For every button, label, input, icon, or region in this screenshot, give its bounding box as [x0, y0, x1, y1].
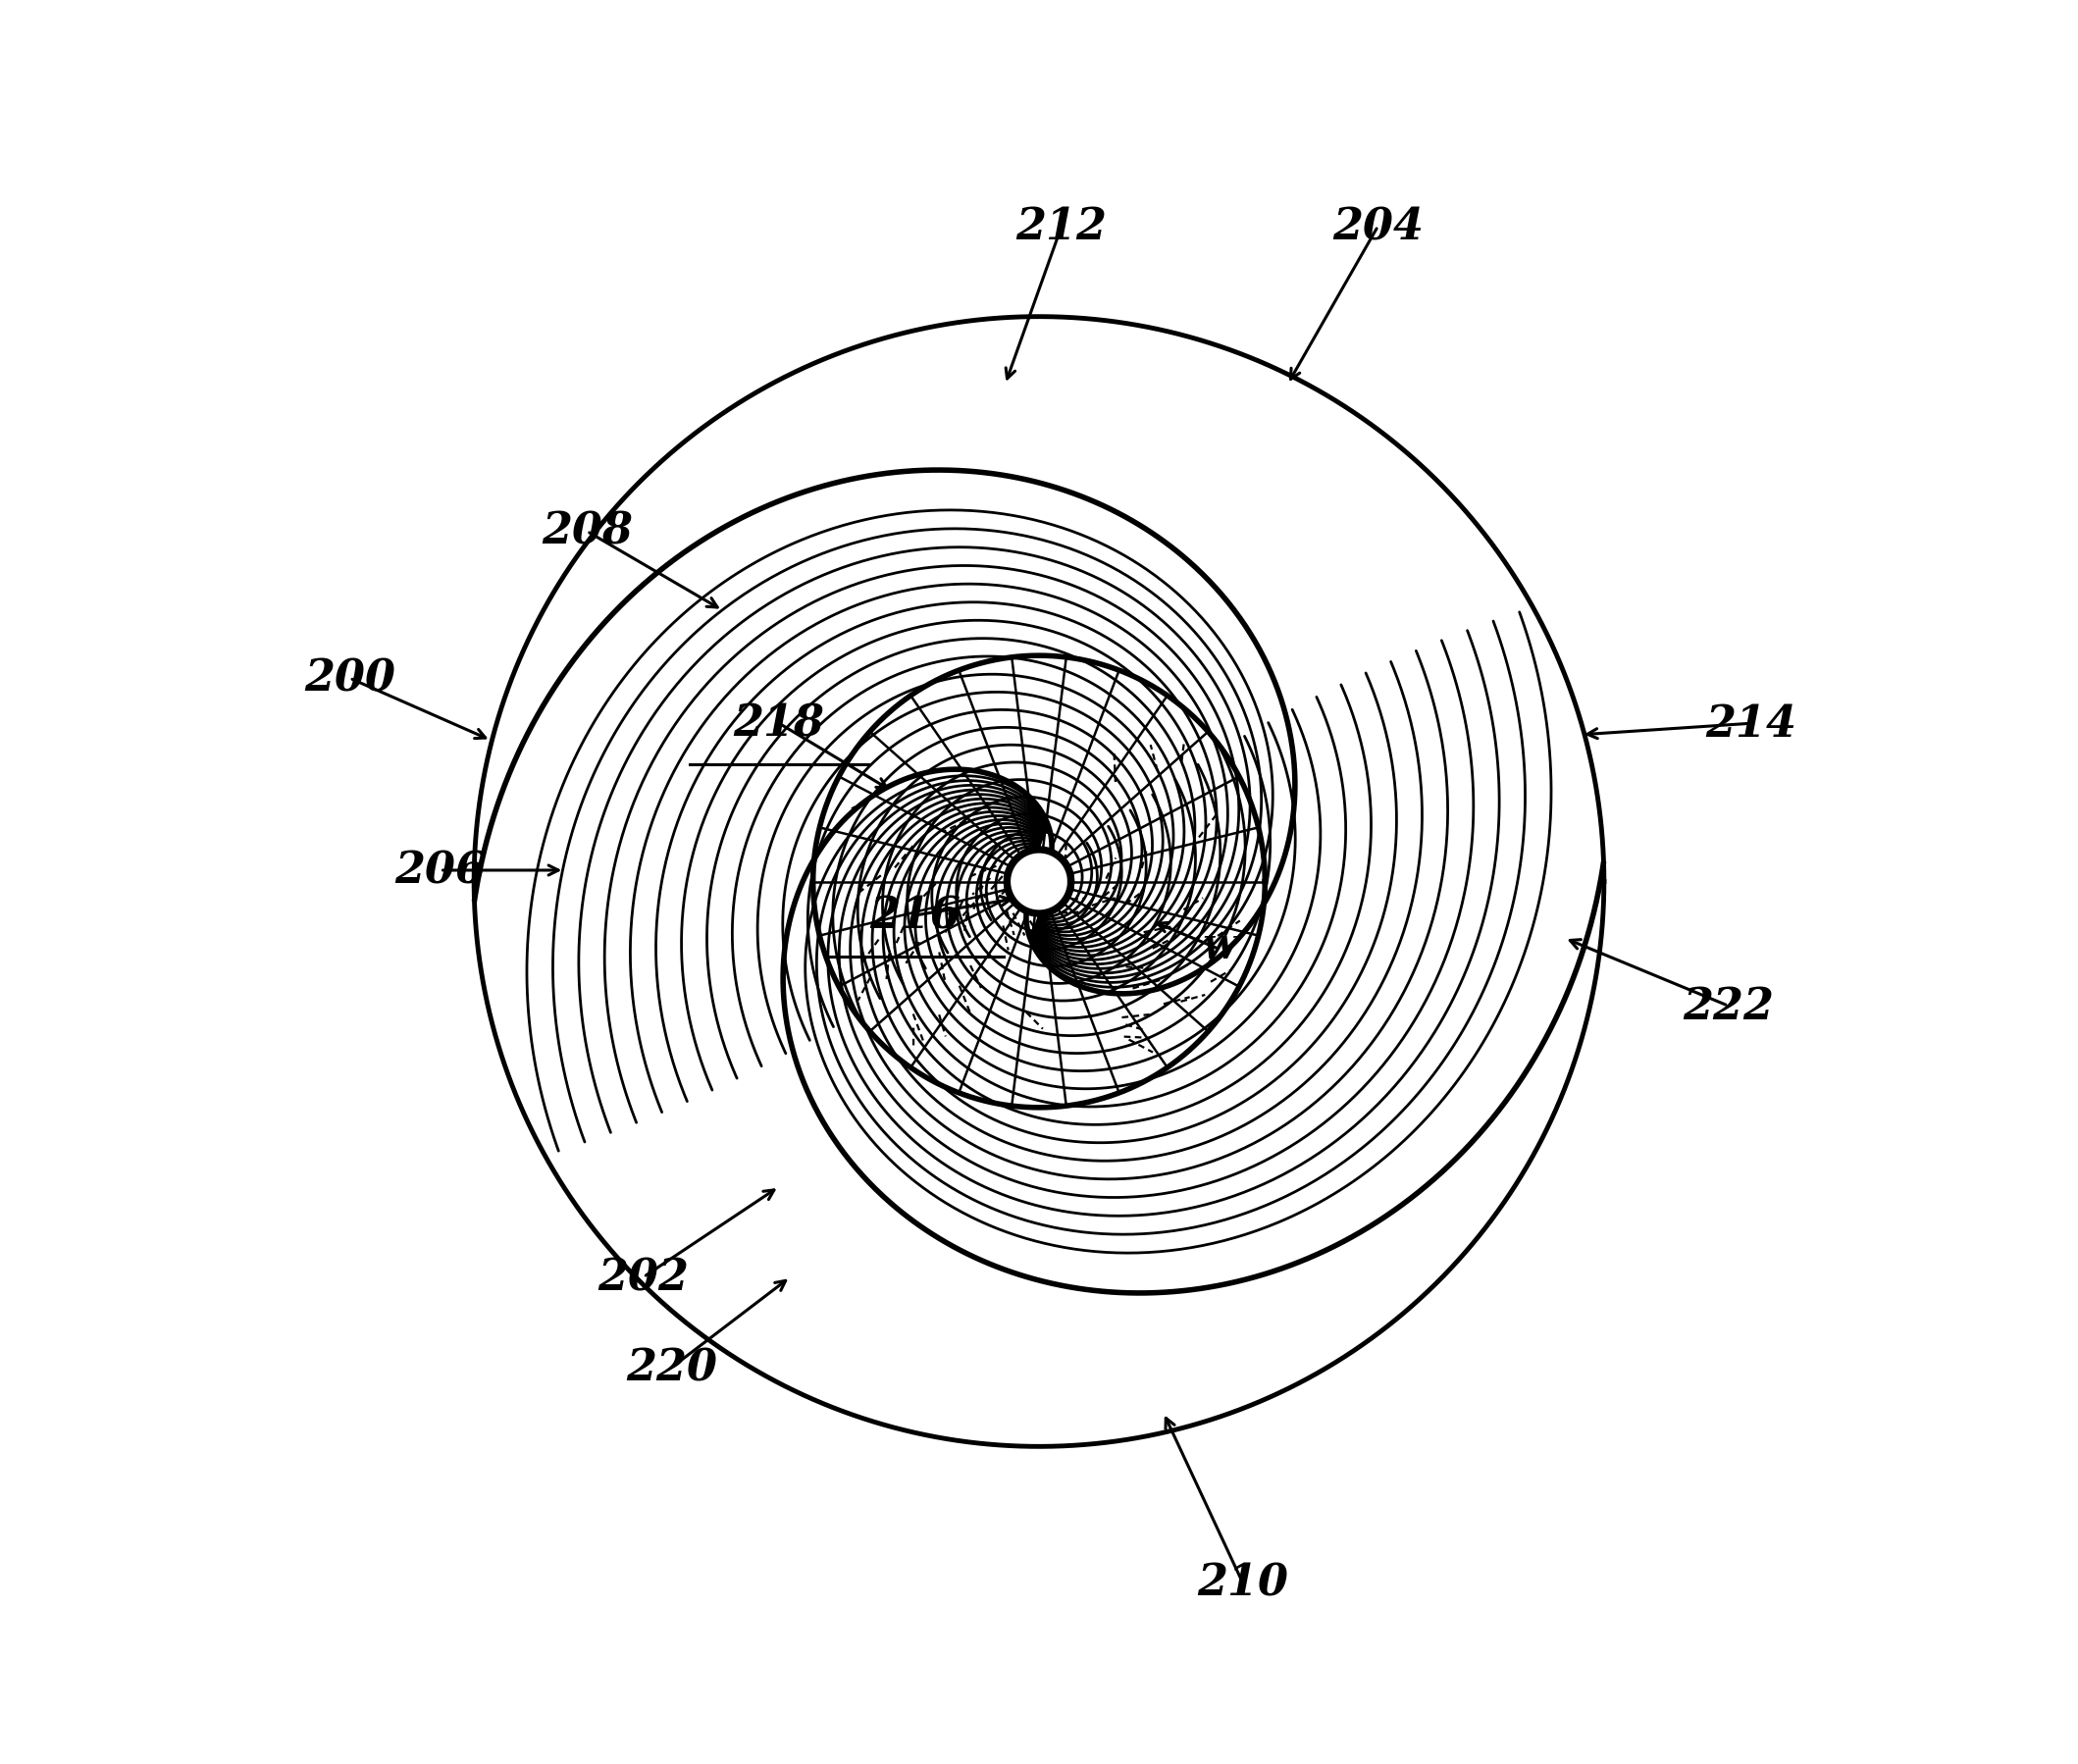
Text: 204: 204 — [1332, 206, 1423, 249]
Text: 222: 222 — [1683, 984, 1775, 1027]
Text: 214: 214 — [1706, 702, 1797, 744]
Text: W: W — [1203, 935, 1238, 965]
Text: 212: 212 — [1016, 206, 1108, 249]
Text: 200: 200 — [303, 658, 395, 700]
Polygon shape — [1008, 850, 1070, 914]
Text: 202: 202 — [598, 1256, 690, 1298]
Text: 210: 210 — [1197, 1561, 1288, 1603]
Text: 208: 208 — [542, 512, 632, 552]
Text: 220: 220 — [625, 1346, 717, 1388]
Text: 216: 216 — [869, 894, 960, 937]
Text: 218: 218 — [734, 702, 825, 744]
Text: 206: 206 — [395, 850, 486, 893]
